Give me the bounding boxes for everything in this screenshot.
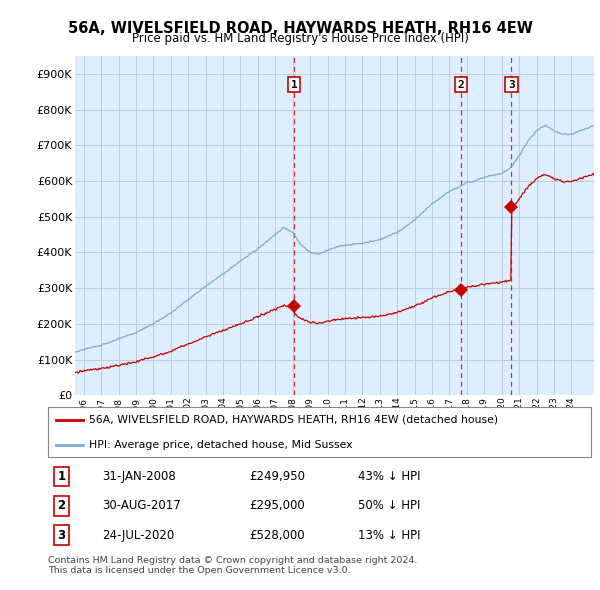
Text: 2: 2: [458, 80, 464, 90]
Text: £295,000: £295,000: [249, 499, 305, 513]
Text: Price paid vs. HM Land Registry's House Price Index (HPI): Price paid vs. HM Land Registry's House …: [131, 32, 469, 45]
Text: 30-AUG-2017: 30-AUG-2017: [103, 499, 181, 513]
Text: £528,000: £528,000: [249, 529, 305, 542]
Text: £249,950: £249,950: [249, 470, 305, 483]
Text: 1: 1: [58, 470, 65, 483]
Text: 3: 3: [508, 80, 515, 90]
Text: 13% ↓ HPI: 13% ↓ HPI: [358, 529, 420, 542]
Text: Contains HM Land Registry data © Crown copyright and database right 2024.
This d: Contains HM Land Registry data © Crown c…: [48, 556, 418, 575]
Text: 43% ↓ HPI: 43% ↓ HPI: [358, 470, 420, 483]
Text: 2: 2: [58, 499, 65, 513]
Text: 24-JUL-2020: 24-JUL-2020: [103, 529, 175, 542]
Text: 50% ↓ HPI: 50% ↓ HPI: [358, 499, 420, 513]
Text: 56A, WIVELSFIELD ROAD, HAYWARDS HEATH, RH16 4EW (detached house): 56A, WIVELSFIELD ROAD, HAYWARDS HEATH, R…: [89, 415, 498, 425]
Text: 3: 3: [58, 529, 65, 542]
Text: HPI: Average price, detached house, Mid Sussex: HPI: Average price, detached house, Mid …: [89, 440, 352, 450]
Text: 1: 1: [291, 80, 298, 90]
Text: 56A, WIVELSFIELD ROAD, HAYWARDS HEATH, RH16 4EW: 56A, WIVELSFIELD ROAD, HAYWARDS HEATH, R…: [68, 21, 532, 35]
Text: 31-JAN-2008: 31-JAN-2008: [103, 470, 176, 483]
